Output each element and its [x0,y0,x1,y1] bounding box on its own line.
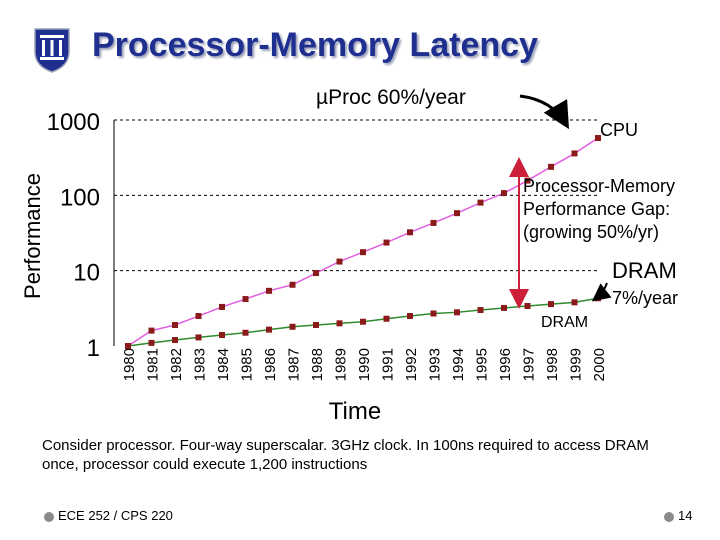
data-point-cpu [148,327,155,334]
data-point-cpu [430,219,437,226]
footer-page: 14 [664,508,692,523]
x-tick-label: 1998 [544,348,561,381]
data-point-cpu [407,229,413,236]
x-tick-label: 1999 [568,348,585,381]
x-tick-label: 1986 [262,348,279,381]
x-tick-label: 2000 [591,348,608,381]
footer-course: ECE 252 / CPS 220 [44,508,173,523]
university-shield-icon [32,26,72,74]
cpu-series-label: CPU [600,120,638,140]
y-tick-labels: 1 10 100 1000 [47,109,100,362]
y-axis-label: Performance [20,173,45,299]
footer-bullet-icon [664,511,674,522]
x-tick-label: 1982 [168,348,185,381]
x-tick-label: 1983 [192,348,209,381]
data-point-dram [383,315,390,322]
data-point-cpu [336,258,343,265]
data-point-dram [454,309,460,316]
data-point-cpu [548,163,554,170]
x-tick-label: 1992 [403,348,420,381]
data-point-cpu [242,296,249,303]
cpu-rate-annotation: µProc 60%/year [316,86,466,109]
data-point-cpu [219,303,225,310]
gap-annotation-line2: Performance Gap: [523,199,670,219]
data-point-cpu [501,190,507,197]
data-point-dram [360,318,366,325]
cpu-rate-pointer [519,94,570,130]
chart-series [125,135,601,349]
x-tick-labels: 1980 1981 1982 1983 1984 1985 1986 1987 1988 1989… [121,348,608,381]
slide-caption: Consider processor. Four-way superscalar… [42,437,649,473]
data-point-cpu [383,239,390,246]
footer-bullet-icon [44,511,54,522]
data-point-cpu [172,322,178,329]
data-point-cpu [477,199,484,206]
data-point-dram [172,337,178,344]
data-point-dram [148,339,155,346]
x-tick-label: 1994 [450,348,467,381]
x-tick-label: 1987 [286,348,303,381]
x-tick-label: 1988 [309,348,326,381]
data-point-cpu [266,287,272,294]
x-tick-label: 1995 [474,348,491,381]
data-point-cpu [313,270,319,277]
x-tick-label: 1985 [239,348,256,381]
data-point-dram [524,302,531,309]
y-tick-label: 1 [87,335,100,362]
slide-title: Processor-Memory Latency [92,26,538,64]
dram-rate-pointer [591,282,612,302]
x-tick-label: 1990 [356,348,373,381]
data-point-dram [430,310,437,317]
y-tick-label: 1000 [47,109,100,136]
data-point-cpu [360,249,366,256]
data-point-cpu [571,150,578,157]
dram-rate-annotation: 7%/year [612,288,678,308]
data-point-dram [242,329,249,336]
x-tick-label: 1981 [145,348,162,381]
x-axis-label: Time [329,398,381,425]
data-point-dram [219,331,225,338]
data-point-dram [195,334,202,341]
x-tick-label: 1993 [427,348,444,381]
dram-series-label: DRAM [541,314,588,331]
data-point-cpu [289,281,296,288]
gap-annotation-line3: (growing 50%/yr) [523,222,659,242]
x-tick-label: 1996 [497,348,514,381]
data-point-dram [571,299,578,306]
data-point-dram [289,323,296,330]
data-point-dram [336,320,343,327]
x-tick-label: 1997 [521,348,538,381]
y-tick-label: 10 [73,260,100,287]
data-point-dram [477,307,484,314]
gap-annotation-line1: Processor-Memory [523,176,675,196]
data-point-dram [125,343,131,349]
data-point-dram [501,304,507,311]
x-tick-label: 1984 [215,348,232,381]
data-point-cpu [595,135,601,142]
page-number: 14 [678,508,693,523]
data-point-dram [266,326,272,333]
data-point-dram [313,322,319,329]
data-point-dram [548,301,554,308]
footer-course-label: ECE 252 / CPS 220 [58,508,173,523]
x-tick-label: 1991 [380,348,397,381]
data-point-cpu [195,313,202,320]
data-point-dram [407,313,413,320]
x-tick-label: 1980 [121,348,138,381]
data-point-cpu [454,210,460,217]
dram-big-label: DRAM [612,258,677,283]
x-tick-label: 1989 [333,348,350,381]
y-tick-label: 100 [60,184,100,211]
